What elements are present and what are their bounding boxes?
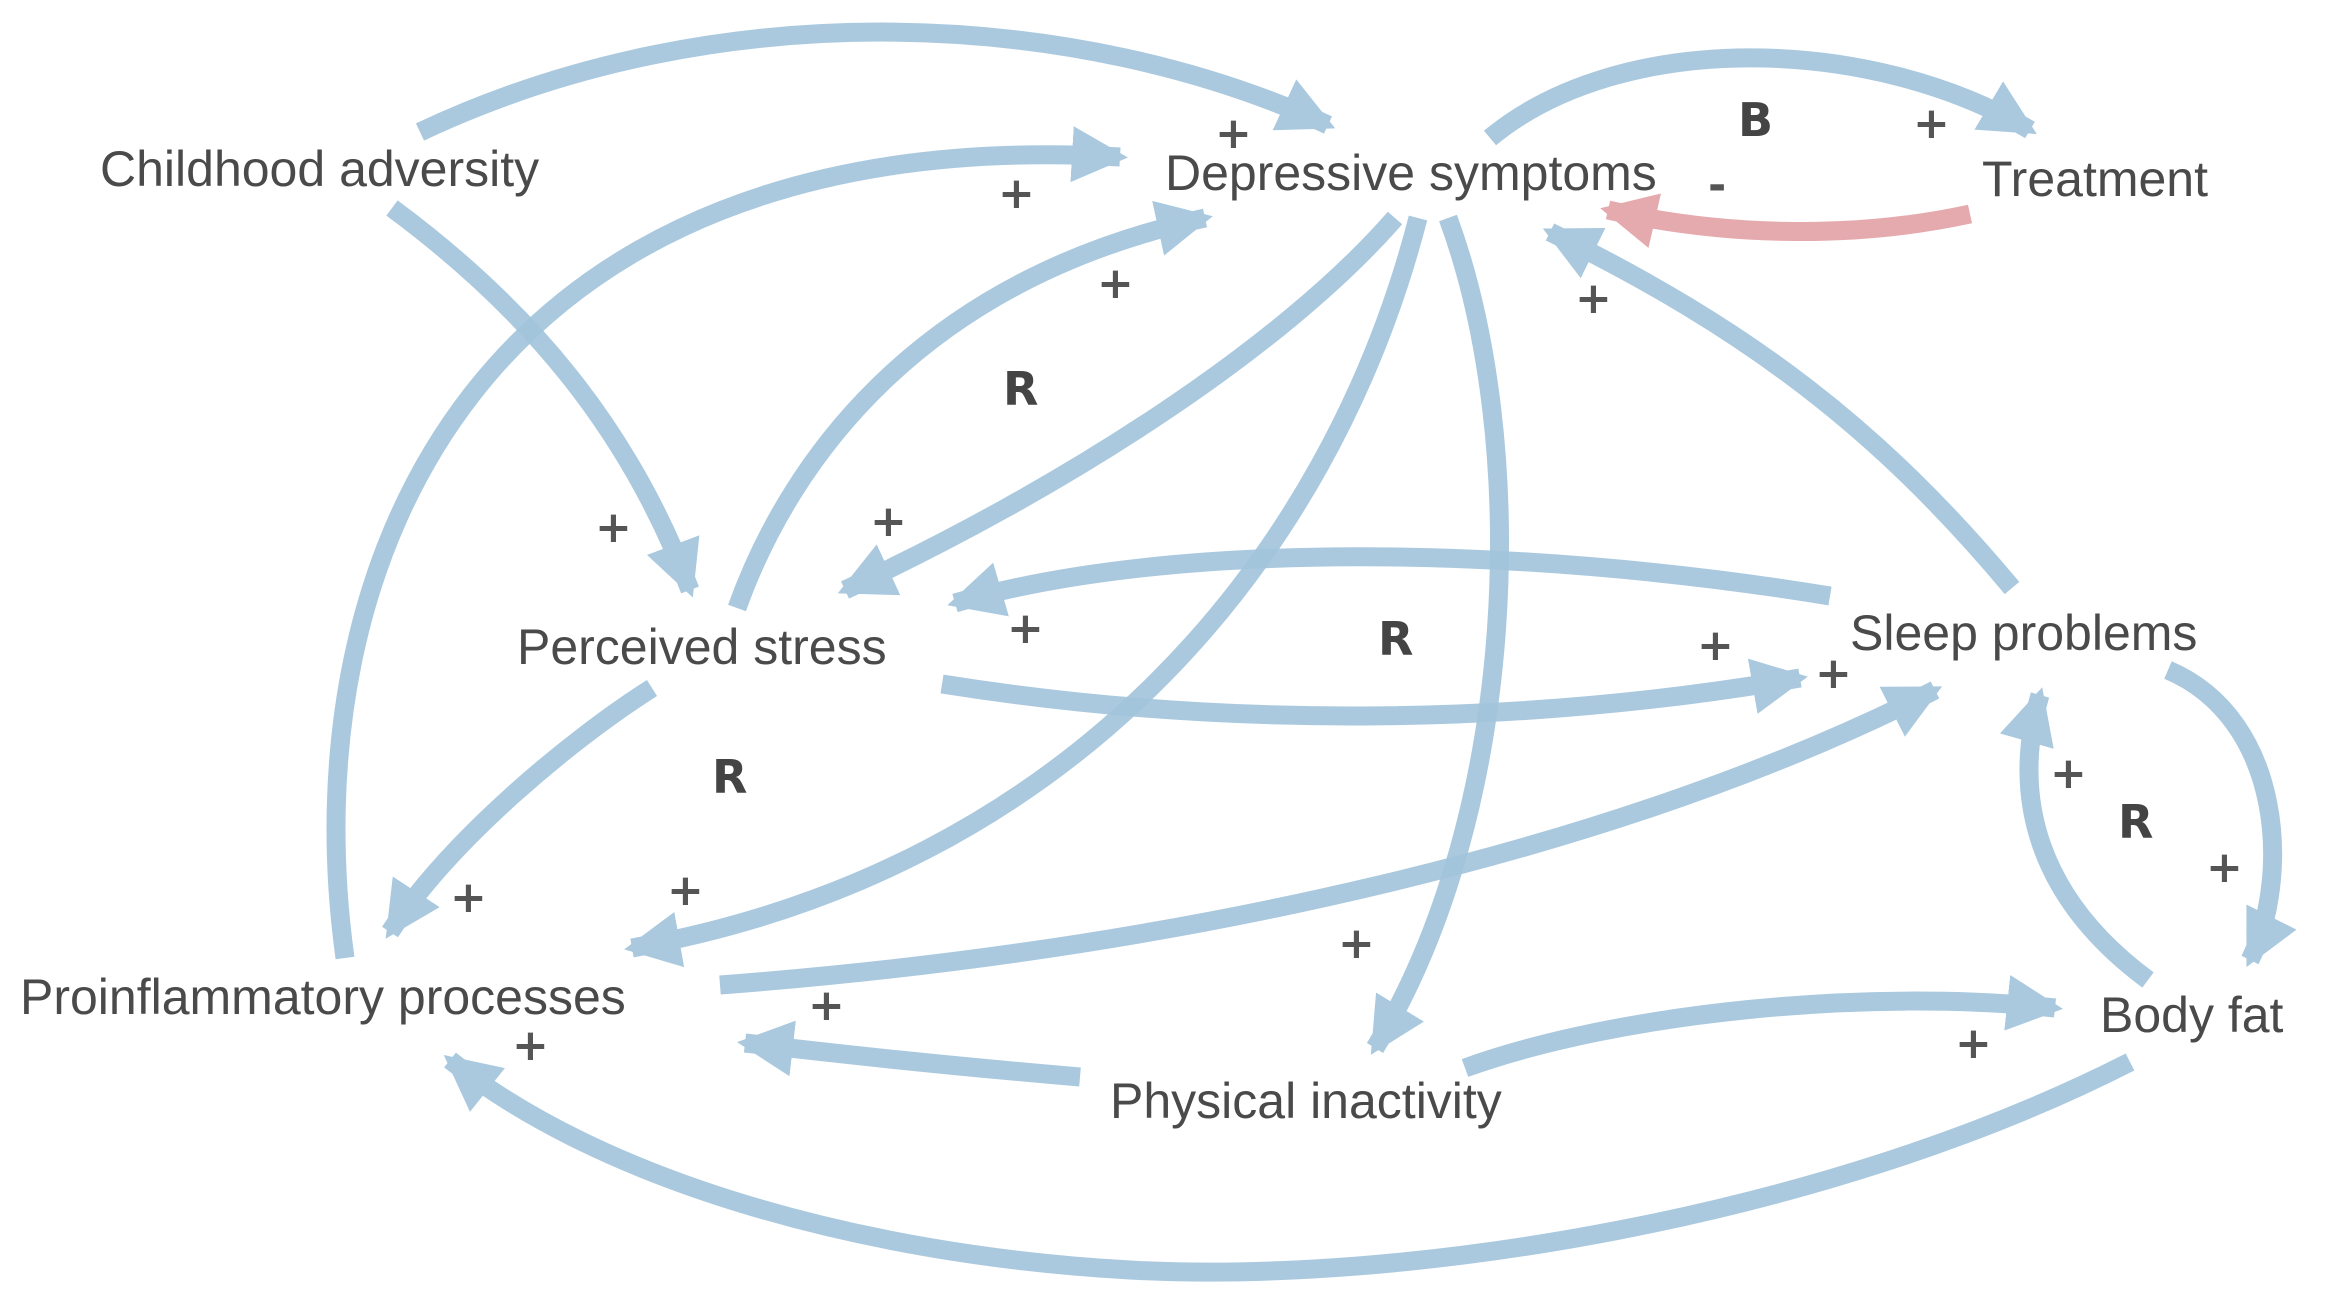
sign-plus: + [1575, 273, 1612, 324]
edge-inflammation-to-sleep [719, 681, 1943, 995]
edge-childhood-to-stress [386, 200, 700, 598]
edge-sleep-to-stress [947, 547, 1832, 617]
loop-marker-reinforcing: R [2118, 795, 2153, 849]
edge-depressive-to-stress [837, 211, 1403, 599]
loop-marker-reinforcing: R [1003, 362, 1038, 416]
node-physical-inactivity: Physical inactivity [1110, 1073, 1502, 1129]
node-labels: Childhood adversity Depressive symptoms … [20, 141, 2284, 1129]
node-perceived-stress: Perceived stress [517, 619, 887, 675]
sign-plus: + [870, 496, 907, 547]
edge-depressive-to-inflammation [624, 215, 1428, 968]
edges-layer [326, 22, 2297, 1282]
loop-marker-reinforcing: R [712, 750, 747, 804]
node-sleep-problems: Sleep problems [1850, 605, 2197, 661]
sign-plus: + [808, 980, 845, 1031]
sign-plus: + [1215, 108, 1252, 159]
sign-plus: + [998, 168, 1035, 219]
loop-marker-reinforcing: R [1378, 612, 1413, 666]
loop-markers: B R R R R [712, 93, 2153, 849]
sign-plus: + [1338, 918, 1375, 969]
edge-inactivity-to-bodyfat [1461, 975, 2063, 1077]
node-treatment: Treatment [1982, 151, 2208, 207]
sign-plus: + [667, 865, 704, 916]
sign-plus: + [2206, 842, 2243, 893]
sign-plus: + [1007, 603, 1044, 654]
edge-depressive-to-inactivity [1366, 214, 1509, 1055]
sign-plus: + [1955, 1018, 1992, 1069]
node-body-fat: Body fat [2100, 987, 2284, 1043]
edge-sleep-to-bodyfat [2164, 661, 2297, 968]
edge-stress-to-sleep [940, 658, 1808, 726]
sign-plus: + [1913, 98, 1950, 149]
sign-minus: - [1708, 160, 1726, 211]
sign-plus: + [595, 502, 632, 553]
edge-bodyfat-to-sleep [1999, 687, 2154, 988]
sign-plus: + [2050, 748, 2087, 799]
edge-bodyfat-to-inflammation [443, 1052, 2135, 1282]
edge-stress-to-inflammation [382, 679, 658, 939]
loop-marker-balancing: B [1738, 93, 1773, 147]
sign-plus: + [1697, 620, 1734, 671]
sign-plus: + [1815, 648, 1852, 699]
edge-treatment-to-depressive [1600, 193, 1973, 249]
edge-stress-to-depressive [728, 200, 1213, 612]
polarity-signs: + + + + - + + + + + + + + + + + + + + [450, 98, 2243, 1071]
node-childhood-adversity: Childhood adversity [100, 141, 539, 197]
node-depressive-symptoms: Depressive symptoms [1165, 145, 1657, 201]
edge-inflammation-to-depressive [326, 126, 1128, 960]
sign-plus: + [512, 1020, 549, 1071]
edge-depressive-to-treatment [1483, 48, 2037, 146]
sign-plus: + [450, 872, 487, 923]
sign-plus: + [1097, 258, 1134, 309]
edge-childhood-to-depressive [415, 22, 1336, 141]
edge-sleep-to-depressive [1542, 223, 2020, 595]
node-proinflammatory-processes: Proinflammatory processes [20, 969, 626, 1025]
edge-inactivity-to-inflammation [737, 1020, 1081, 1087]
